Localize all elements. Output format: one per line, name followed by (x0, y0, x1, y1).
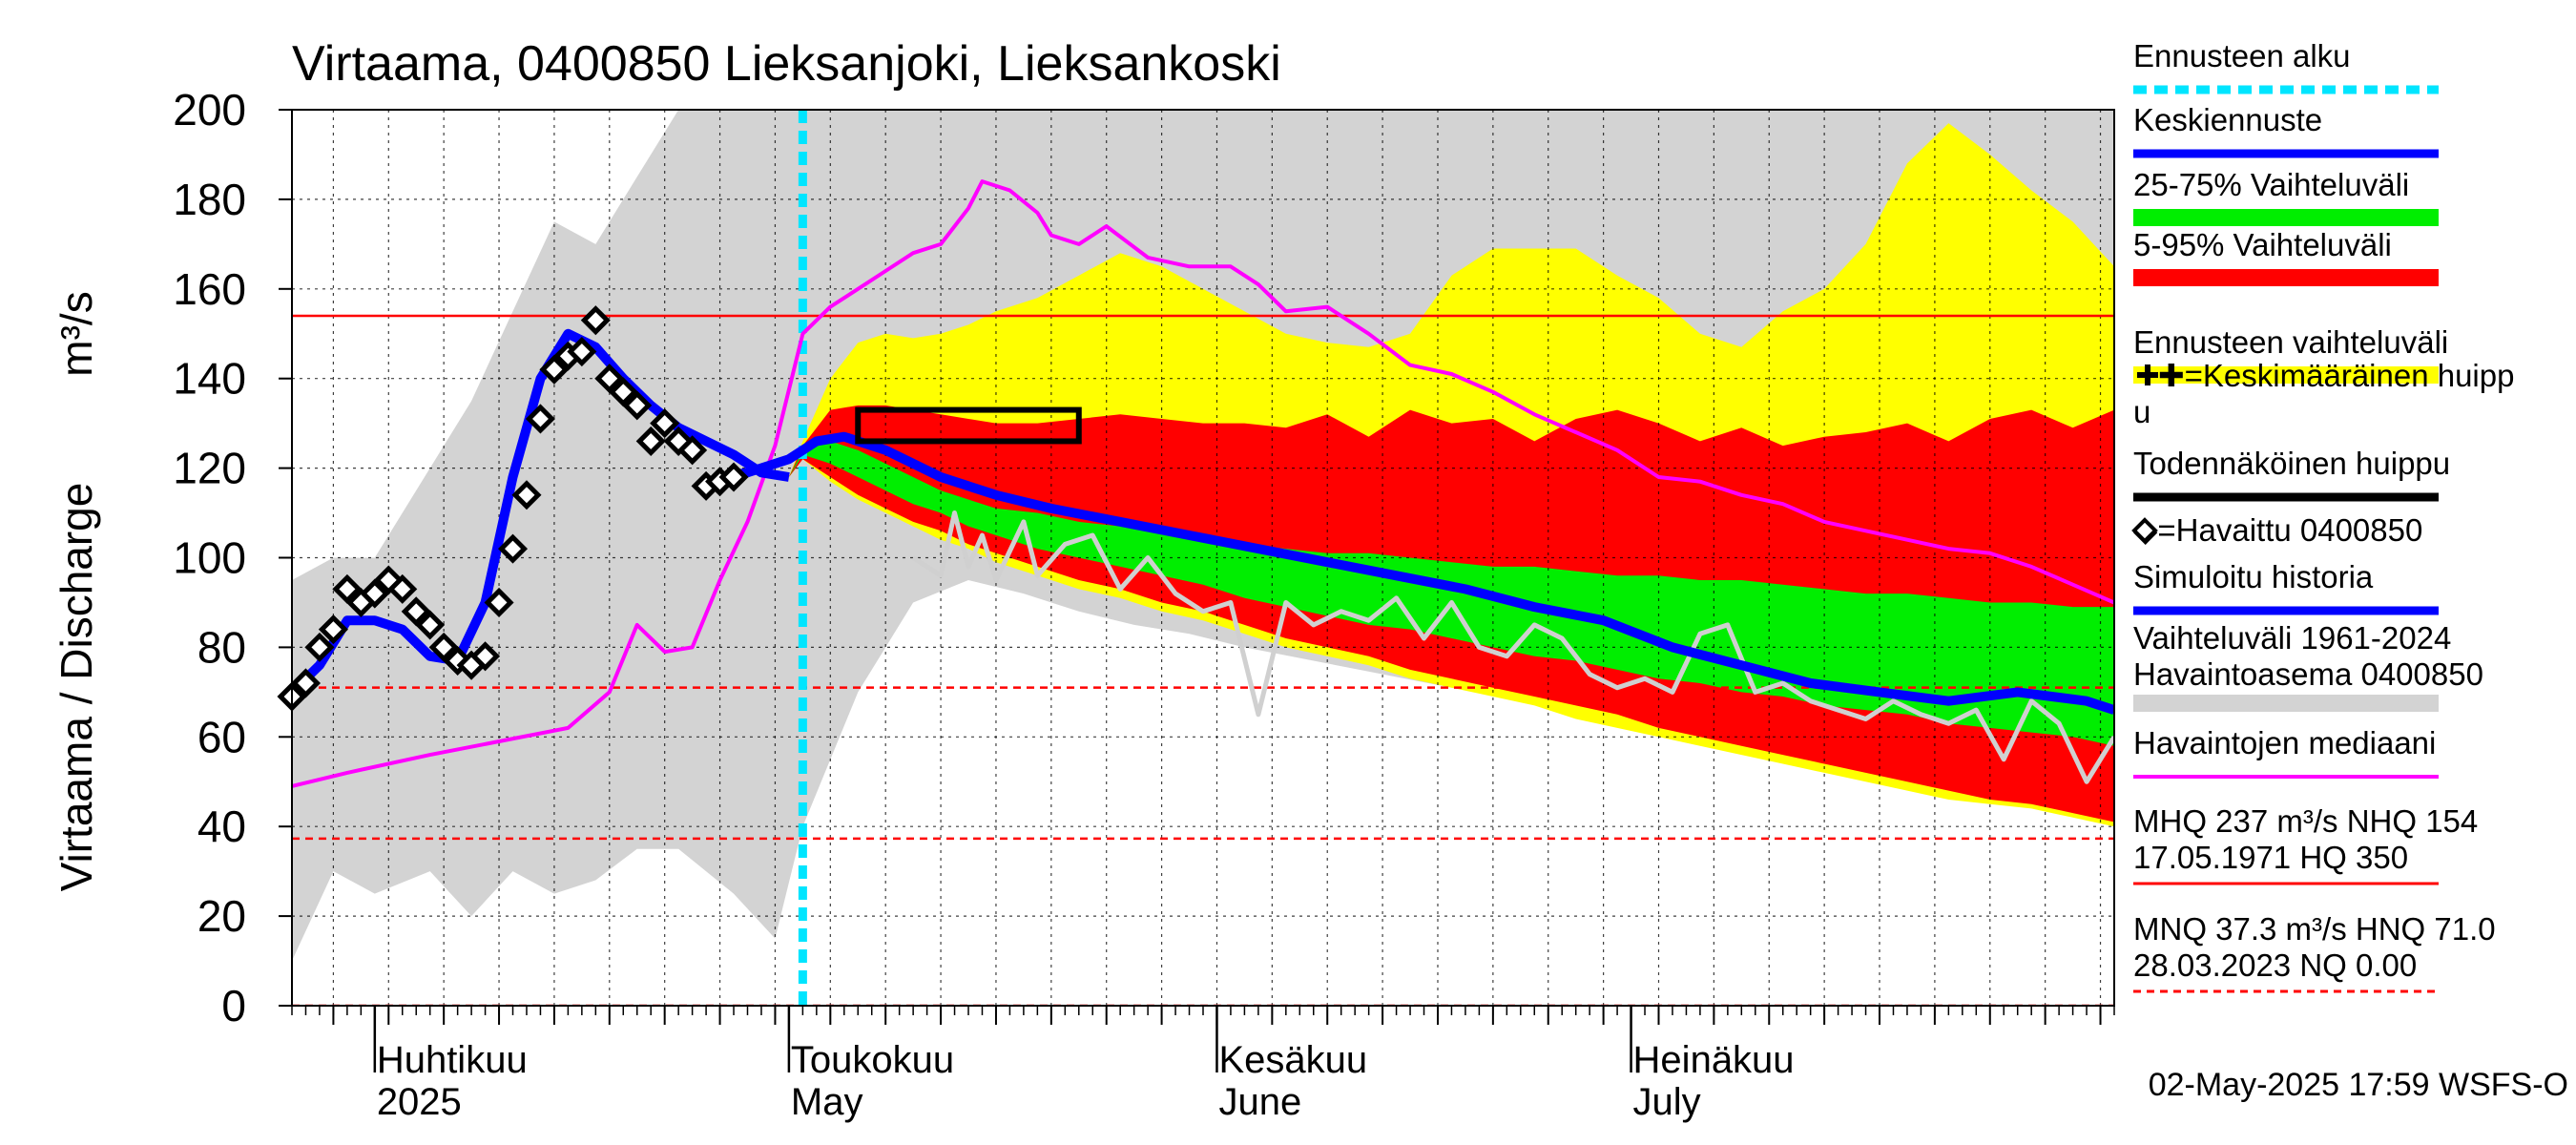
legend-label: ✚=Keskimääräinen huipp (2158, 358, 2514, 393)
legend-label: Keskiennuste (2133, 102, 2322, 137)
grid-layer (292, 110, 2114, 1006)
mean-peak-cross-icon (2137, 364, 2158, 385)
stats-line-1: MHQ 237 m³/s NHQ 154 (2133, 803, 2478, 839)
observed-point (567, 336, 597, 367)
observed-markers (277, 305, 749, 712)
legend-label-continued: Havaintoasema 0400850 (2133, 656, 2483, 692)
series-line-havaitut-harmaa- (911, 510, 2114, 784)
month-label: Toukokuu (791, 1039, 954, 1081)
month-sublabel: July (1633, 1081, 1701, 1123)
month-label: Huhtikuu (377, 1039, 528, 1081)
legend-label: 25-75% Vaihteluväli (2133, 167, 2409, 202)
legend: Ennusteen alku Keskiennuste 25-75% Vaihtel… (2131, 38, 2514, 779)
plot-area (277, 109, 2115, 1007)
observed-point (360, 578, 390, 609)
legend-swatch-band (2133, 695, 2439, 712)
observed-point (539, 354, 570, 385)
y-tick-label: 120 (173, 444, 246, 493)
legend-label: Todennäköinen huippu (2133, 446, 2450, 481)
y-axis-label: Virtaama / Discharge (52, 483, 101, 892)
month-sublabel: June (1218, 1081, 1301, 1123)
observed-point (650, 408, 680, 439)
observed-point (318, 614, 348, 645)
y-tick-label: 80 (197, 622, 246, 672)
y-tick-label: 140 (173, 354, 246, 404)
legend-label: Vaihteluväli 1961-2024 (2133, 620, 2451, 656)
observed-point (718, 462, 749, 492)
observed-point (525, 404, 555, 434)
observed-point (415, 610, 446, 640)
observed-point (484, 587, 514, 617)
legend-label: 5-95% Vaihteluväli (2133, 227, 2392, 262)
stats-line-2: 28.03.2023 NQ 0.00 (2133, 947, 2417, 983)
month-sublabel: 2025 (377, 1081, 462, 1123)
stats-line-1: MNQ 37.3 m³/s HNQ 71.0 (2133, 911, 2496, 947)
legend-label: Ennusteen vaihteluväli (2133, 324, 2448, 360)
observed-diamond-icon (2131, 517, 2158, 544)
observed-point (304, 632, 335, 662)
observed-point (470, 641, 501, 672)
y-axis-unit: m³/s (52, 291, 101, 376)
timestamp: 02-May-2025 17:59 WSFS-O (2149, 1067, 2568, 1103)
y-tick-label: 200 (173, 85, 246, 135)
series-line-simuloitu-historia (292, 328, 790, 696)
observed-point (497, 533, 529, 564)
y-tick-label: 180 (173, 175, 246, 224)
month-label: Heinäkuu (1633, 1039, 1795, 1081)
legend-swatch-band (2133, 209, 2439, 226)
series-line-havaintojen-mediaani (292, 179, 2114, 788)
legend-swatch-band (2133, 269, 2439, 286)
observed-point (387, 573, 418, 604)
observed-point (401, 596, 431, 627)
observed-point (635, 426, 666, 456)
stats-line-2: 17.05.1971 HQ 350 (2133, 840, 2408, 875)
legend-label: Ennusteen alku (2133, 38, 2351, 73)
y-axis: 0 20 40 60 80 100 120 140 160 180 200 (173, 85, 292, 1030)
observed-point (332, 573, 363, 604)
y-tick-label: 160 (173, 264, 246, 314)
y-tick-label: 40 (197, 802, 246, 851)
observed-point (622, 390, 653, 421)
y-tick-label: 100 (173, 533, 246, 583)
legend-swatch-band (2133, 366, 2439, 384)
chart-title: Virtaama, 0400850 Lieksanjoki, Lieksanko… (292, 36, 1281, 92)
observed-point (511, 480, 542, 510)
observed-point (290, 668, 322, 698)
legend-label: Havaintojen mediaani (2133, 725, 2436, 760)
y-tick-label: 20 (197, 891, 246, 941)
observed-point (580, 305, 611, 336)
observed-point (677, 435, 708, 466)
month-label: Kesäkuu (1218, 1039, 1367, 1081)
series-line-keskiennuste (718, 431, 2114, 715)
legend-label: Simuloitu historia (2133, 559, 2374, 594)
observed-point (594, 364, 625, 394)
series-layer (292, 179, 2114, 788)
observed-point (428, 632, 459, 662)
observed-point (608, 377, 638, 407)
legend-label-continued: u (2133, 394, 2150, 429)
probable-peak-box (855, 406, 1082, 445)
y-tick-label: 0 (221, 981, 246, 1030)
legend-label: ◇=Havaittu 0400850 (2133, 512, 2422, 548)
month-sublabel: May (791, 1081, 863, 1123)
y-tick-label: 60 (197, 712, 246, 761)
